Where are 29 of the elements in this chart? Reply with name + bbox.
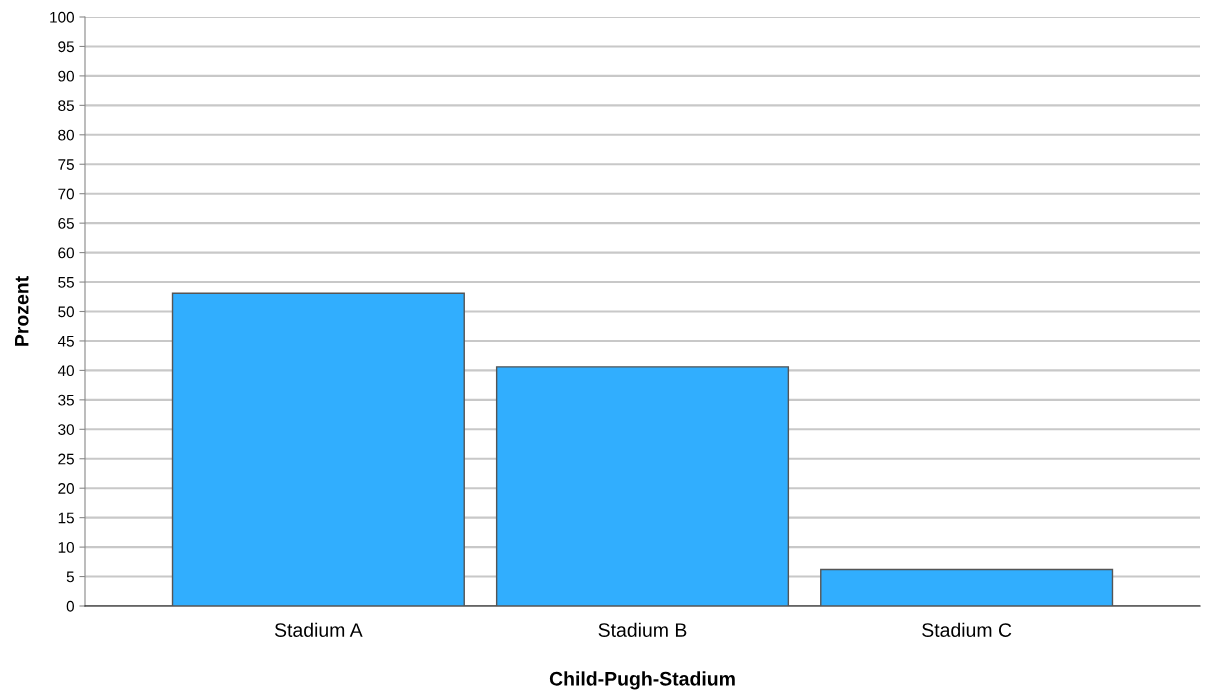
y-tick-label: 20 bbox=[58, 483, 74, 494]
y-tick-label: 65 bbox=[58, 218, 74, 229]
y-tick-label: 30 bbox=[58, 424, 74, 435]
x-tick-label: Stadium B bbox=[598, 622, 687, 637]
y-tick-label: 100 bbox=[50, 11, 74, 23]
y-tick-label: 45 bbox=[57, 335, 74, 347]
y-tick-label: 90 bbox=[58, 70, 74, 82]
y-tick-label: 50 bbox=[58, 306, 74, 318]
bar bbox=[171, 292, 465, 606]
y-tick-label: 85 bbox=[58, 100, 74, 112]
y-tick-label: 10 bbox=[58, 541, 74, 553]
y-axis-title: Prozent bbox=[15, 276, 29, 346]
bar bbox=[820, 568, 1114, 606]
y-tick-label: 15 bbox=[58, 512, 74, 524]
y-tick-label: 95 bbox=[58, 41, 74, 53]
y-tick-label: 25 bbox=[58, 453, 74, 465]
y-tick-label: 75 bbox=[58, 159, 74, 170]
bar bbox=[495, 366, 790, 606]
x-tick-label: Stadium A bbox=[274, 622, 363, 637]
y-tick-label: 55 bbox=[58, 277, 74, 288]
y-tick-label: 40 bbox=[57, 365, 74, 377]
y-tick-label: 80 bbox=[58, 129, 74, 141]
x-tick-label: Stadium C bbox=[922, 622, 1012, 637]
y-tick-label: 70 bbox=[58, 188, 74, 200]
x-axis-title: Child-Pugh-Stadium bbox=[549, 671, 735, 690]
y-tick-label: 60 bbox=[58, 247, 74, 259]
y-tick-label: 0 bbox=[66, 600, 74, 612]
y-tick-label: 35 bbox=[58, 394, 74, 406]
y-tick-label: 5 bbox=[66, 571, 74, 583]
